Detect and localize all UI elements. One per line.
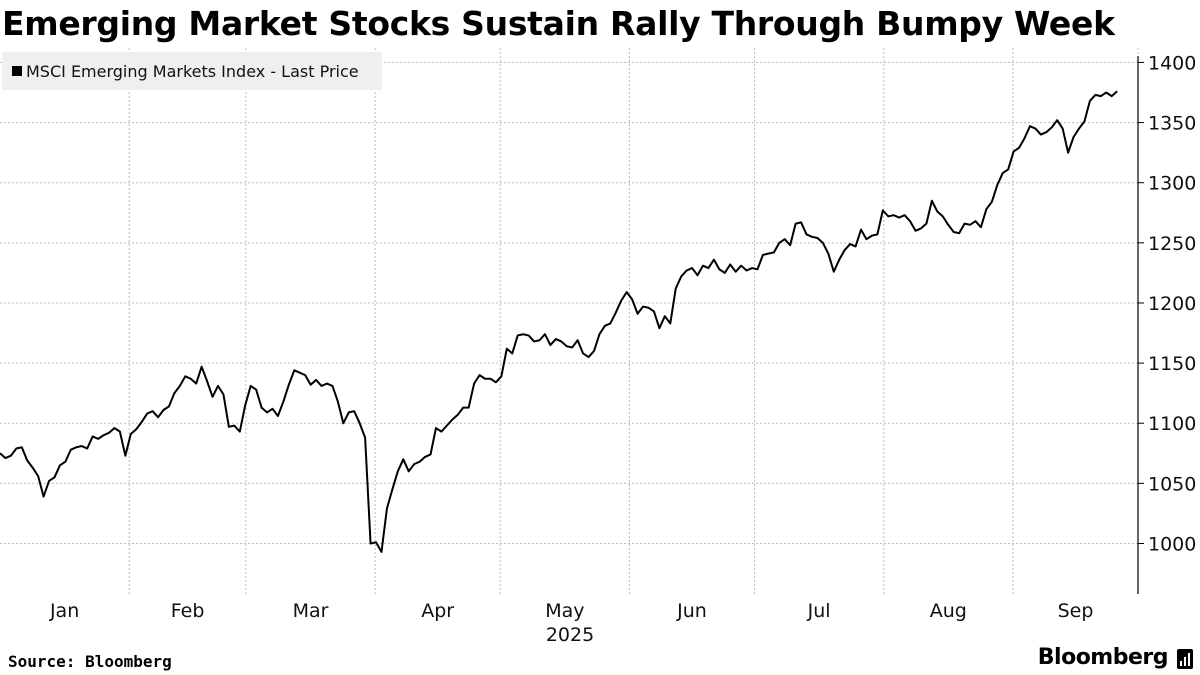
x-tick-label: Jun [676, 600, 707, 622]
y-tick-label: 1100 [1148, 413, 1196, 435]
x-year-label: 2025 [546, 624, 594, 646]
source-note: Source: Bloomberg [8, 652, 172, 671]
series-line-msci-em [0, 90, 1118, 553]
bloomberg-logo: Bloomberg [1037, 645, 1169, 670]
x-tick-label: Feb [171, 600, 205, 622]
y-tick-label: 1300 [1148, 173, 1196, 195]
y-tick-label: 1400 [1148, 52, 1196, 74]
legend: MSCI Emerging Markets Index - Last Price [2, 52, 382, 90]
y-tick-label: 1150 [1148, 353, 1196, 375]
x-tick-label: Mar [293, 600, 329, 622]
x-tick-label: Apr [421, 600, 454, 622]
legend-label: MSCI Emerging Markets Index - Last Price [26, 61, 359, 81]
y-tick-label: 1000 [1148, 533, 1196, 555]
y-tick-label: 1350 [1148, 113, 1196, 135]
x-tick-label: Jan [49, 600, 79, 622]
y-tick-label: 1200 [1148, 293, 1196, 315]
chart-title: Emerging Market Stocks Sustain Rally Thr… [2, 4, 1115, 43]
x-tick-label: Sep [1058, 600, 1094, 622]
y-tick-label: 1250 [1148, 233, 1196, 255]
legend-swatch [12, 66, 22, 76]
x-tick-label: Jul [807, 600, 831, 622]
x-tick-label: Aug [930, 600, 967, 622]
bloomberg-terminal-icon [1177, 649, 1193, 669]
x-tick-label: May [545, 600, 584, 622]
y-tick-label: 1050 [1148, 473, 1196, 495]
